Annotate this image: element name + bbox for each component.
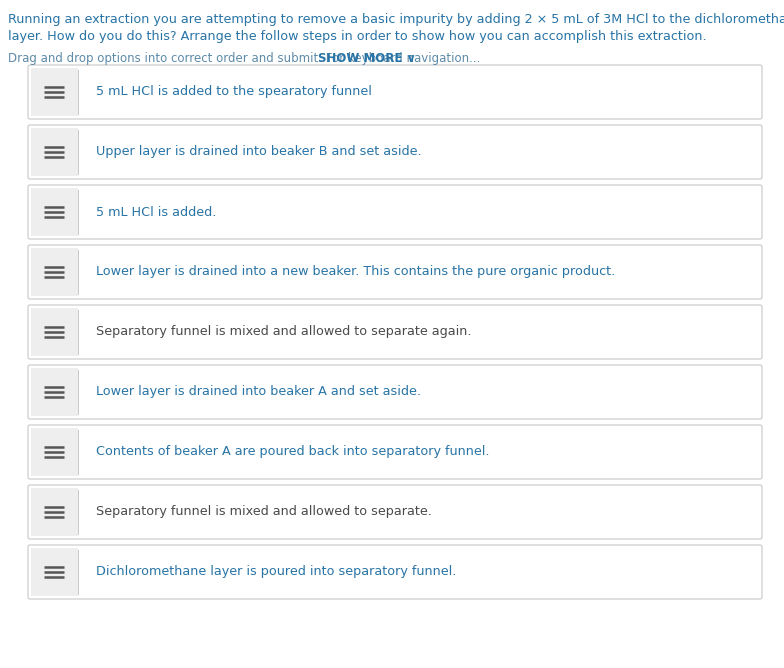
Text: Upper layer is drained into beaker B and set aside.: Upper layer is drained into beaker B and… — [96, 146, 422, 158]
Text: Contents of beaker A are poured back into separatory funnel.: Contents of beaker A are poured back int… — [96, 446, 489, 458]
FancyBboxPatch shape — [28, 245, 762, 299]
Text: Running an extraction you are attempting to remove a basic impurity by adding 2 : Running an extraction you are attempting… — [8, 13, 784, 26]
FancyBboxPatch shape — [28, 65, 762, 119]
Bar — [31, 308, 78, 356]
Bar — [31, 128, 78, 176]
FancyBboxPatch shape — [28, 425, 762, 479]
Bar — [31, 488, 78, 536]
FancyBboxPatch shape — [28, 305, 762, 359]
Text: Separatory funnel is mixed and allowed to separate again.: Separatory funnel is mixed and allowed t… — [96, 325, 471, 339]
FancyBboxPatch shape — [28, 125, 762, 179]
Bar — [31, 368, 78, 416]
Text: 5 mL HCl is added.: 5 mL HCl is added. — [96, 206, 216, 218]
Text: SHOW MORE ∨: SHOW MORE ∨ — [318, 52, 416, 65]
Text: Separatory funnel is mixed and allowed to separate.: Separatory funnel is mixed and allowed t… — [96, 506, 432, 518]
Text: Dichloromethane layer is poured into separatory funnel.: Dichloromethane layer is poured into sep… — [96, 566, 456, 578]
FancyBboxPatch shape — [28, 185, 762, 239]
FancyBboxPatch shape — [28, 485, 762, 539]
Text: Lower layer is drained into a new beaker. This contains the pure organic product: Lower layer is drained into a new beaker… — [96, 265, 615, 279]
Text: layer. How do you do this? Arrange the follow steps in order to show how you can: layer. How do you do this? Arrange the f… — [8, 30, 706, 43]
Text: 5 mL HCl is added to the spearatory funnel: 5 mL HCl is added to the spearatory funn… — [96, 86, 372, 98]
Bar — [31, 428, 78, 476]
Text: Drag and drop options into correct order and submit. For keyboard navigation...: Drag and drop options into correct order… — [8, 52, 488, 65]
Bar — [31, 548, 78, 596]
Bar — [31, 248, 78, 296]
FancyBboxPatch shape — [28, 365, 762, 419]
Bar — [31, 68, 78, 116]
FancyBboxPatch shape — [28, 545, 762, 599]
Bar — [31, 188, 78, 236]
Text: Lower layer is drained into beaker A and set aside.: Lower layer is drained into beaker A and… — [96, 385, 421, 399]
